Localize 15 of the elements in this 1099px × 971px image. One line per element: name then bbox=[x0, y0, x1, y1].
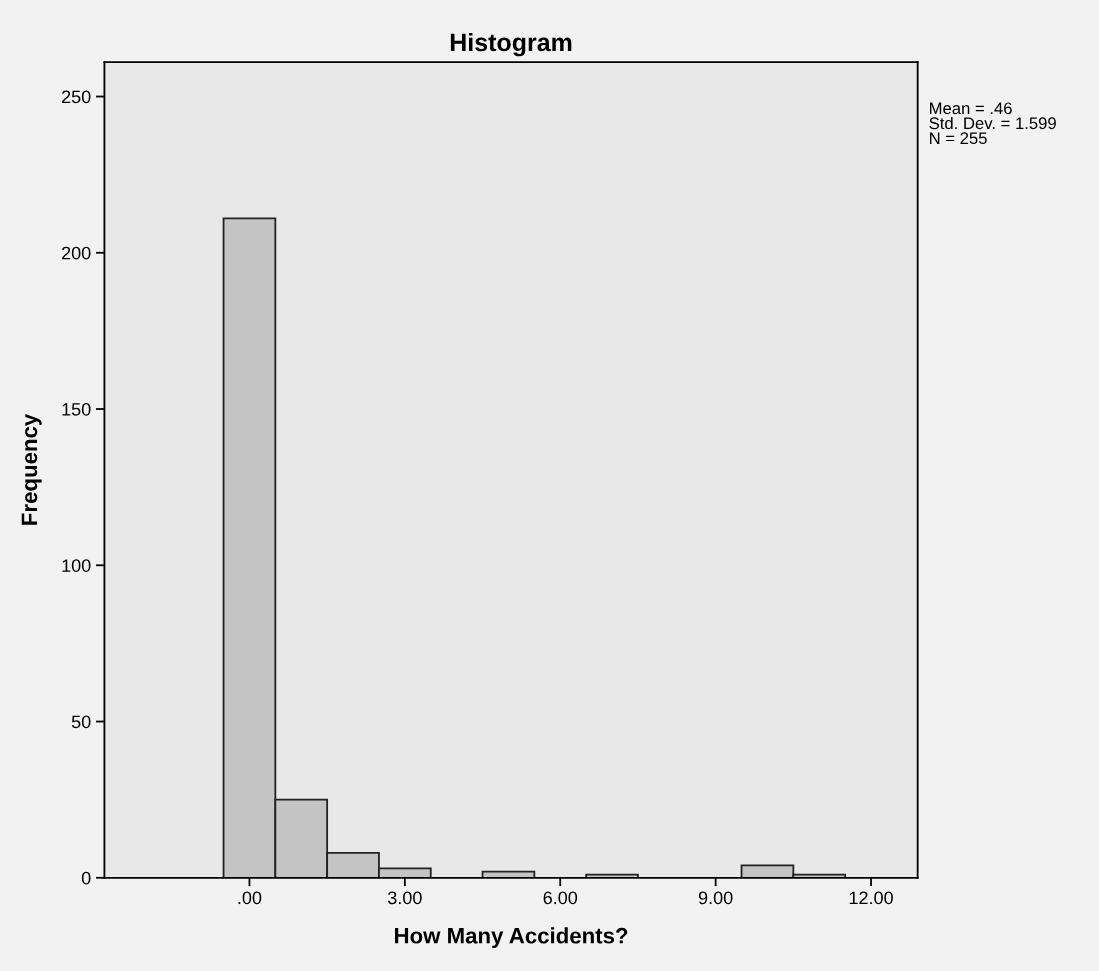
x-tick-label: 9.00 bbox=[698, 891, 733, 905]
y-axis-title: Frequency bbox=[21, 413, 42, 525]
y-tick-label: 150 bbox=[62, 402, 91, 416]
y-tick-label: 250 bbox=[62, 90, 91, 104]
y-tick-label: 0 bbox=[81, 871, 91, 885]
chart-title: Histogram bbox=[450, 32, 572, 57]
text: Mean = .46 Std. Dev. = 1.599 N = 255 bbox=[929, 102, 1056, 145]
x-tick-label: .00 bbox=[238, 891, 262, 905]
y-tick-label: 50 bbox=[71, 715, 91, 729]
x-tick-label: 3.00 bbox=[387, 891, 422, 905]
x-tick-label: 6.00 bbox=[543, 891, 578, 905]
x-axis-title: How Many Accidents? bbox=[395, 927, 628, 948]
y-tick-label: 200 bbox=[62, 246, 91, 260]
x-tick-label: 12.00 bbox=[849, 891, 893, 905]
y-tick-label: 100 bbox=[62, 559, 91, 572]
